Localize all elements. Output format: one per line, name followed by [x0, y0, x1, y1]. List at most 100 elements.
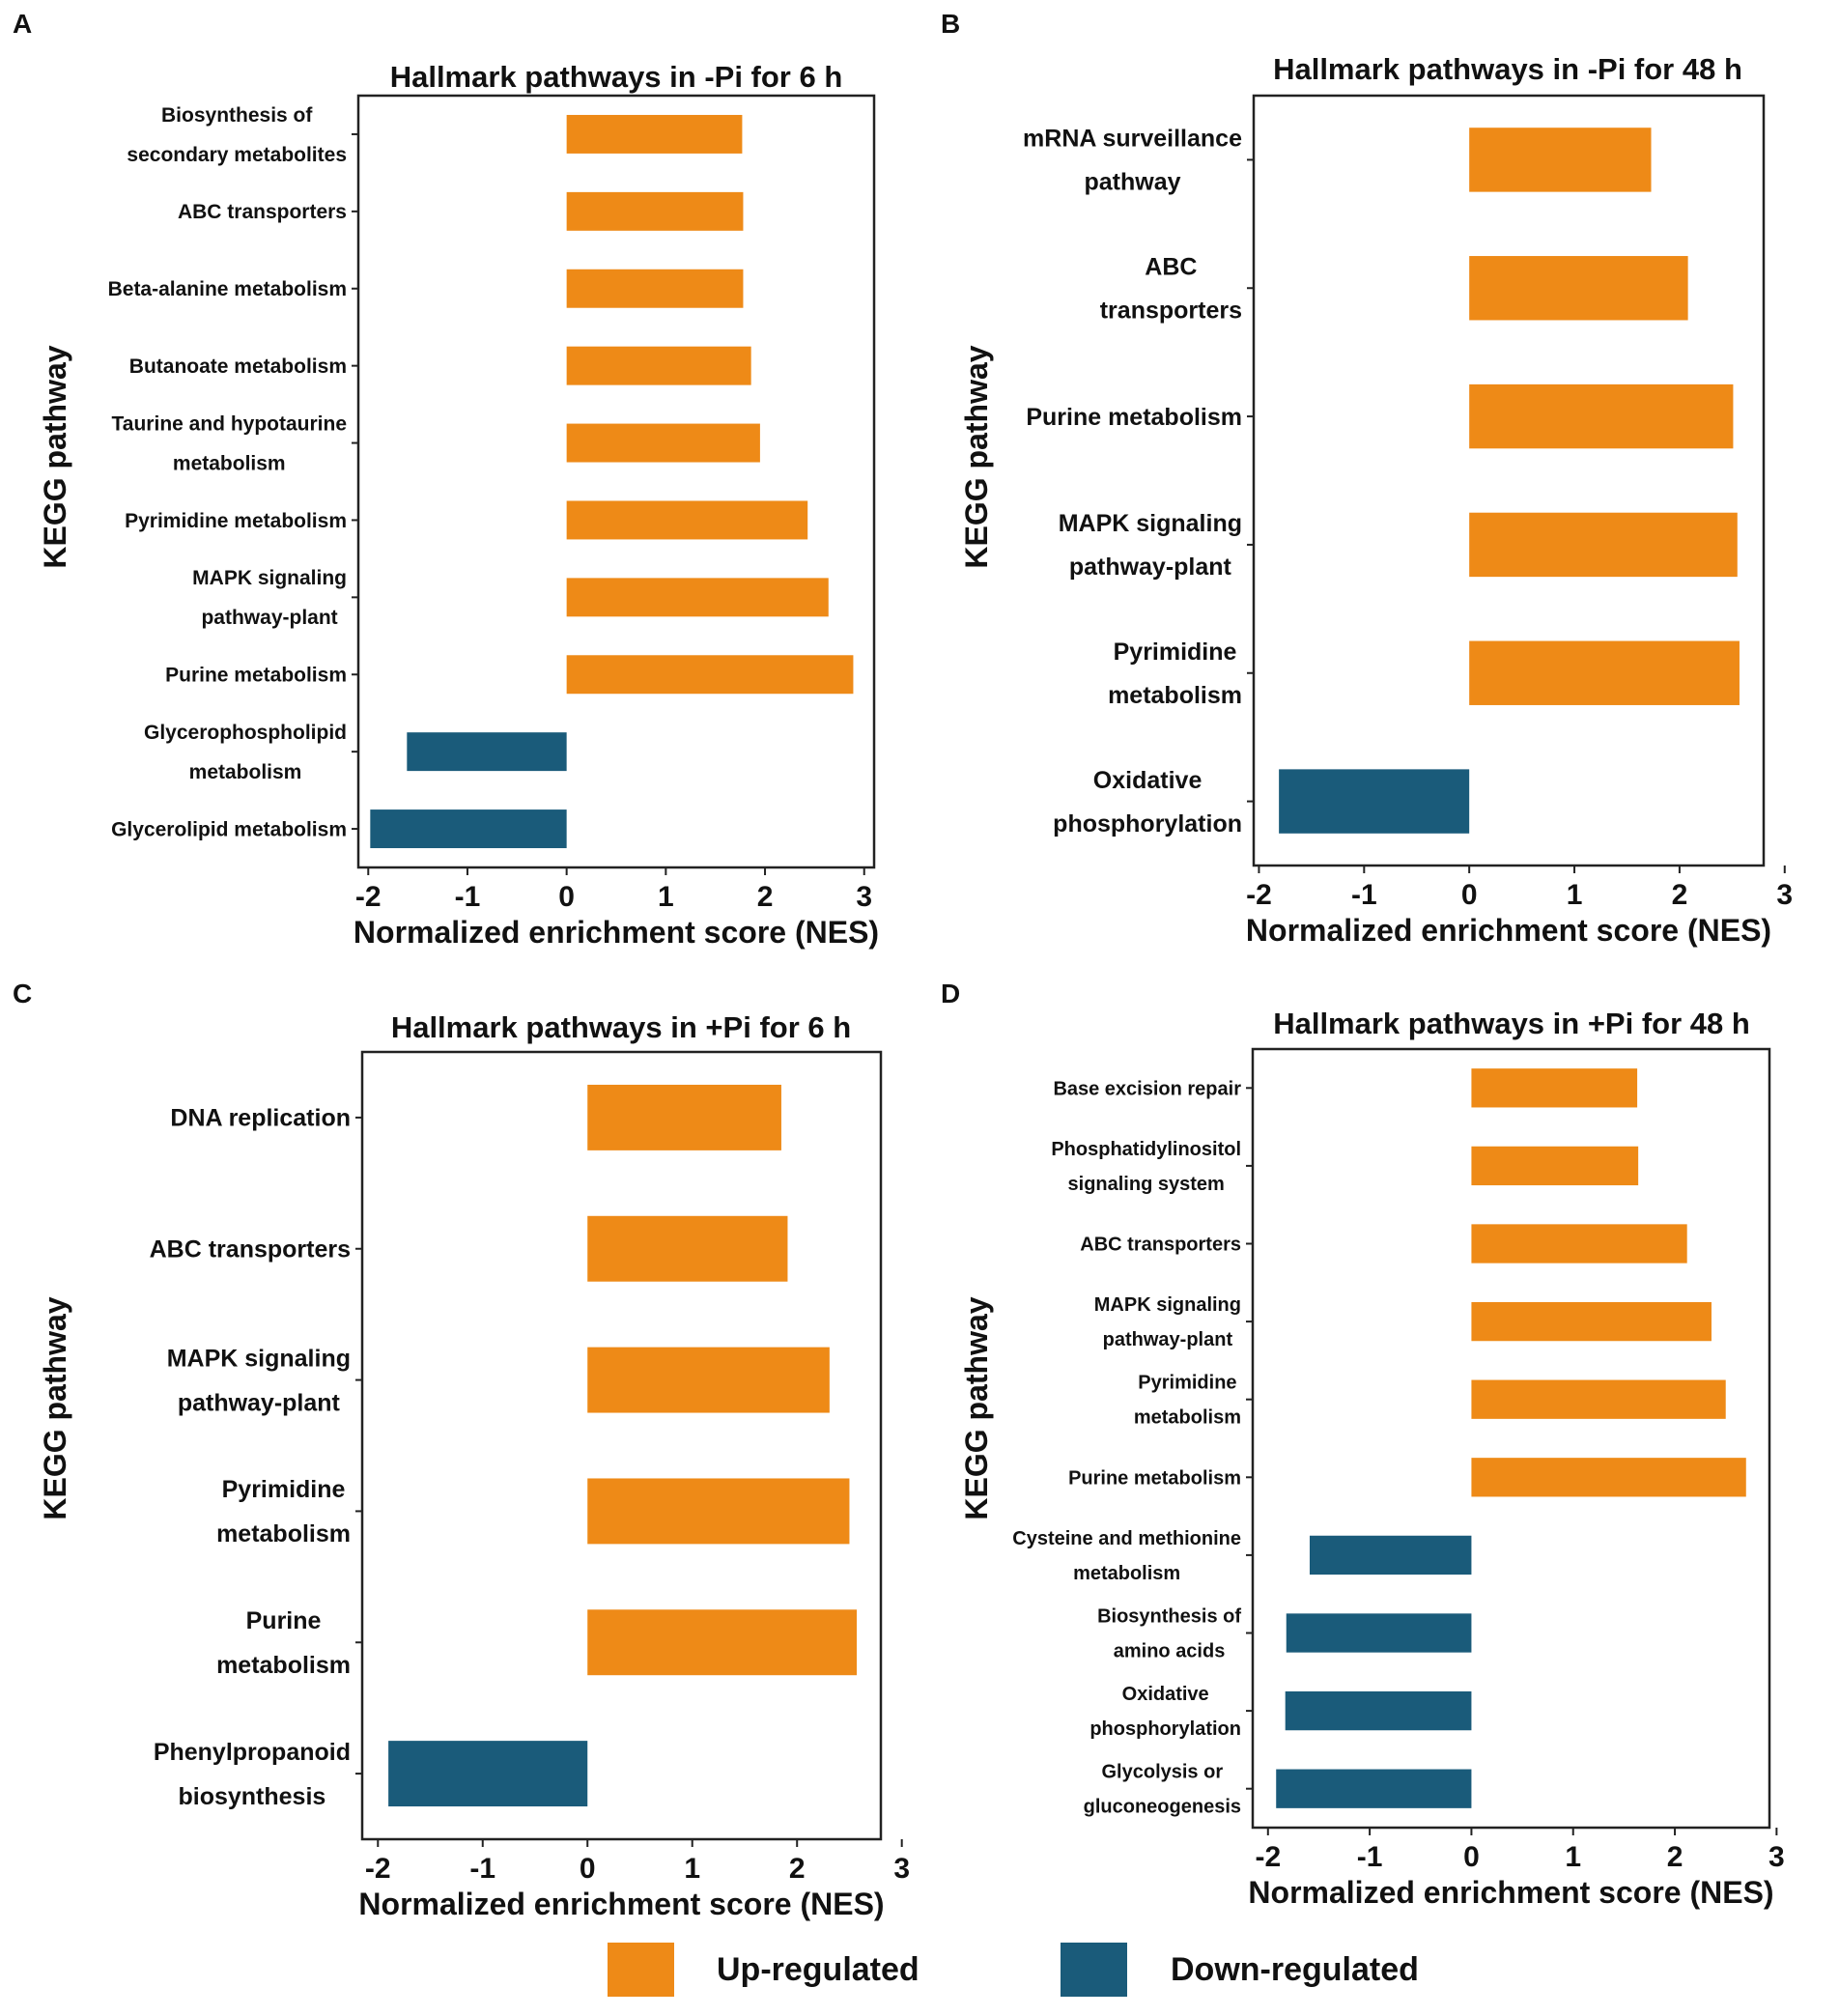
x-tick-label: 2	[757, 881, 774, 913]
chart-title: Hallmark pathways in -Pi for 48 h	[1273, 52, 1742, 86]
y-tick-label: Purine metabolism	[216, 1607, 351, 1679]
y-tick-label-line: Cysteine and methionine	[1012, 1528, 1241, 1549]
y-tick-label-line: Purine metabolism	[165, 665, 347, 687]
x-tick-label: 3	[1768, 1841, 1785, 1873]
x-tick-label: -1	[455, 881, 481, 913]
y-tick-label-line: Purine metabolism	[1026, 404, 1242, 431]
x-tick-label: 0	[1463, 1841, 1480, 1873]
y-tick-label-line: Biosynthesis of	[1097, 1606, 1241, 1628]
plot-frame	[360, 1050, 883, 1841]
y-tick-label: Purine metabolism	[165, 665, 347, 687]
y-tick-label-line: phosphorylation	[1053, 810, 1242, 838]
y-tick-label: ABC transporters	[1080, 1235, 1241, 1256]
bar	[1471, 1068, 1638, 1108]
y-tick-label-line: Purine	[246, 1607, 322, 1634]
y-tick-label: Glycerolipid metabolism	[111, 818, 347, 840]
y-axis-title: KEGG pathway	[38, 1296, 72, 1519]
x-tick-label: -2	[1255, 1841, 1281, 1873]
x-tick-label: -1	[1351, 879, 1377, 911]
y-tick-label: Cysteine and methionine metabolism	[1012, 1528, 1241, 1584]
y-axis-title: KEGG pathway	[38, 345, 72, 568]
y-tick-label-line: Pyrimidine	[1114, 639, 1237, 666]
y-tick-label-line: ABC	[1145, 254, 1197, 281]
bar	[1469, 512, 1738, 578]
y-tick-label-line: Biosynthesis of	[161, 104, 313, 127]
bar	[1309, 1535, 1472, 1576]
y-tick-label-line: Butanoate metabolism	[129, 355, 347, 378]
y-tick-label-line: pathway-plant	[201, 607, 337, 629]
x-axis-title: Normalized enrichment score (NES)	[1248, 1875, 1773, 1910]
y-tick-label: Beta-alanine metabolism	[108, 278, 347, 300]
y-tick-label: Oxidative phosphorylation	[1053, 767, 1242, 838]
y-tick-label-line: MAPK signaling	[1059, 510, 1242, 537]
legend-up-label: Up-regulated	[717, 1951, 920, 1988]
plot-frame	[1252, 94, 1766, 867]
y-tick-label: Biosynthesis of secondary metabolites	[127, 104, 347, 166]
bar	[370, 809, 567, 849]
x-tick-label: 0	[558, 881, 575, 913]
bar	[407, 732, 567, 772]
y-tick-label: ABC transporters	[178, 201, 347, 223]
bar	[1469, 383, 1734, 449]
bar	[587, 1478, 850, 1545]
bar	[1471, 1146, 1639, 1186]
legend-down-label: Down-regulated	[1171, 1951, 1419, 1988]
panel-letter: B	[941, 9, 960, 39]
x-tick-label: 1	[1567, 879, 1583, 911]
y-tick-label: Butanoate metabolism	[129, 355, 347, 378]
y-tick-label-line: metabolism	[173, 452, 286, 474]
x-tick-label: 3	[893, 1853, 910, 1885]
bar	[566, 578, 829, 617]
plot-frame	[356, 94, 876, 869]
y-tick-label-line: metabolism	[189, 761, 302, 783]
panel-d: D Hallmark pathways in +Pi for 48 h Base e…	[941, 979, 1785, 1910]
y-tick-label: Glycerophospholipid metabolism	[144, 722, 347, 783]
y-tick-label: Phosphatidylinositol signaling system	[1051, 1139, 1241, 1195]
y-tick-label: ABC transporters	[1100, 254, 1242, 325]
y-tick-label: ABC transporters	[150, 1236, 351, 1264]
y-tick-label: Glycolysis or gluconeogenesis	[1084, 1762, 1241, 1818]
panel-c: C Hallmark pathways in +Pi for 6 h DNA rep…	[13, 979, 910, 1921]
y-tick-label-line: metabolism	[1108, 682, 1242, 709]
bar	[1469, 640, 1740, 705]
bar	[587, 1084, 781, 1150]
bar	[1471, 1458, 1746, 1497]
y-tick-label-line: Pyrimidine metabolism	[125, 510, 347, 532]
y-tick-label-line: Pyrimidine	[222, 1476, 346, 1503]
panel-letter: C	[13, 979, 32, 1008]
x-tick-label: 3	[856, 881, 872, 913]
y-tick-label: DNA replication	[170, 1105, 351, 1132]
bar	[1276, 1769, 1472, 1808]
y-tick-label-line: Oxidative	[1093, 767, 1202, 794]
y-tick-label: mRNA surveillance pathway	[1023, 126, 1242, 196]
y-tick-label: MAPK signaling pathway-plant	[167, 1345, 351, 1416]
x-tick-label: 2	[1667, 1841, 1683, 1873]
y-tick-label-line: ABC transporters	[1080, 1235, 1241, 1256]
y-tick-label-line: Beta-alanine metabolism	[108, 278, 347, 300]
y-tick-label: Oxidative phosphorylation	[1089, 1684, 1241, 1740]
x-tick-label: 2	[789, 1853, 806, 1885]
y-tick-label-line: MAPK signaling	[192, 567, 347, 589]
y-tick-label: Purine metabolism	[1068, 1467, 1241, 1489]
bar	[388, 1741, 588, 1807]
y-tick-label-line: Oxidative	[1122, 1684, 1209, 1705]
y-tick-label-line: pathway	[1085, 169, 1181, 196]
chart-title: Hallmark pathways in +Pi for 6 h	[391, 1010, 851, 1044]
y-tick-label-line: mRNA surveillance	[1023, 126, 1242, 153]
bar	[566, 500, 808, 540]
y-tick-label-line: MAPK signaling	[1094, 1294, 1241, 1316]
y-tick-label-line: Taurine and hypotaurine	[112, 412, 347, 435]
y-tick-label-line: secondary metabolites	[127, 144, 347, 166]
y-tick-label: Phenylpropanoid biosynthesis	[154, 1739, 351, 1810]
bar	[1471, 1224, 1687, 1264]
y-tick-label-line: Glycerophospholipid	[144, 722, 347, 744]
panel-letter: A	[13, 9, 32, 39]
x-tick-label: 1	[684, 1853, 700, 1885]
y-tick-label-line: MAPK signaling	[167, 1345, 351, 1372]
y-tick-label: Pyrimidine metabolism	[1134, 1373, 1241, 1429]
panel-letter: D	[941, 979, 960, 1008]
legend-down-swatch	[1061, 1943, 1127, 1997]
y-tick-label: Pyrimidine metabolism	[216, 1476, 351, 1547]
chart-title: Hallmark pathways in +Pi for 48 h	[1273, 1007, 1750, 1040]
